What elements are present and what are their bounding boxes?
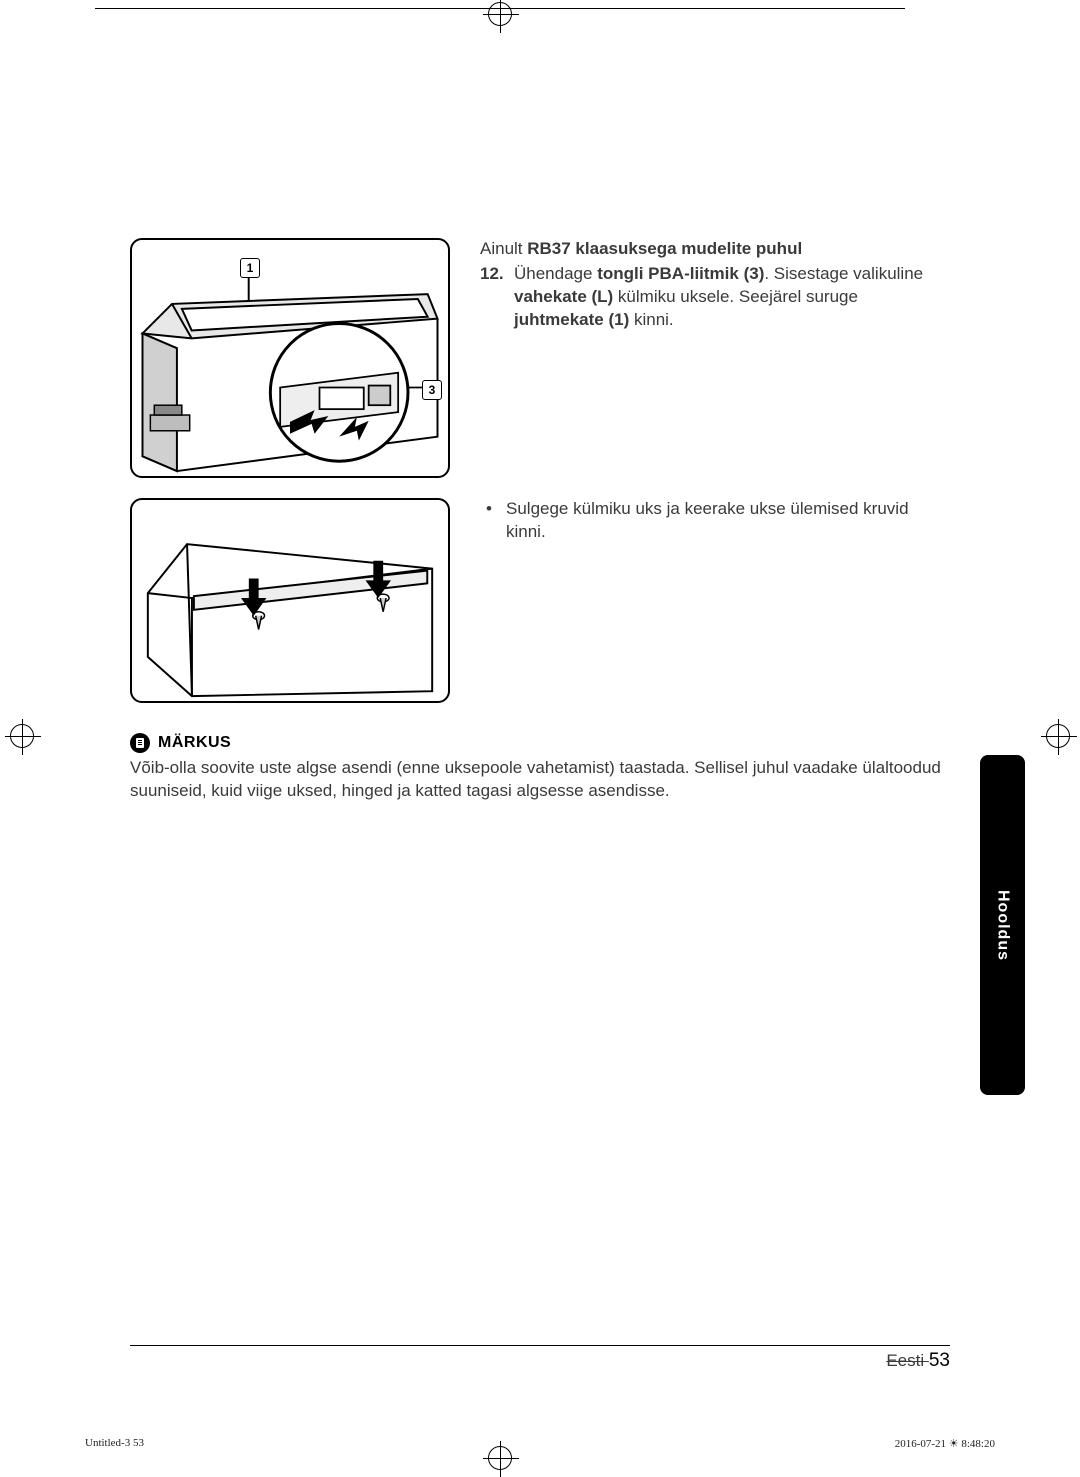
bullet-item: • Sulgege külmiku uks ja keerake ukse ül… bbox=[480, 498, 950, 544]
registration-mark-icon bbox=[1046, 724, 1070, 748]
t: külmiku uksele. Seejärel suruge bbox=[613, 287, 858, 306]
t: tongli PBA-liitmik (3) bbox=[597, 264, 764, 283]
instruction-text-2: • Sulgege külmiku uks ja keerake ukse ül… bbox=[480, 498, 950, 703]
print-metadata: Untitled-3 53 2016-07-21 ☀ 8:48:20 bbox=[85, 1437, 995, 1450]
heading-prefix: Ainult bbox=[480, 239, 527, 258]
note-heading: MÄRKUS bbox=[130, 733, 950, 753]
t: juhtmekate (1) bbox=[514, 310, 629, 329]
model-heading: Ainult RB37 klaasuksega mudelite puhul bbox=[480, 238, 950, 261]
instruction-row-1: 1 3 bbox=[130, 238, 950, 478]
note-icon bbox=[130, 733, 150, 753]
diagram-screws bbox=[130, 498, 450, 703]
registration-mark-icon bbox=[10, 724, 34, 748]
diagram-connector: 1 3 bbox=[130, 238, 450, 478]
note-label: MÄRKUS bbox=[158, 734, 231, 752]
callout-label-1: 1 bbox=[240, 258, 260, 278]
footer-page-number: 53 bbox=[929, 1350, 950, 1371]
section-tab: Hooldus bbox=[980, 755, 1025, 1095]
note-section: MÄRKUS Võib-olla soovite uste algse asen… bbox=[130, 733, 950, 803]
print-meta-right: 2016-07-21 ☀ 8:48:20 bbox=[895, 1437, 995, 1450]
print-meta-left: Untitled-3 53 bbox=[85, 1437, 144, 1450]
page-content: 1 3 bbox=[95, 8, 985, 1432]
heading-bold: RB37 klaasuksega mudelite puhul bbox=[527, 239, 802, 258]
note-body: Võib-olla soovite uste algse asendi (enn… bbox=[130, 757, 950, 803]
t: kinni. bbox=[629, 310, 673, 329]
bullet-dot: • bbox=[480, 498, 498, 544]
step-number: 12. bbox=[480, 263, 508, 332]
bullet-text: Sulgege külmiku uks ja keerake ukse ülem… bbox=[506, 498, 950, 544]
instruction-row-2: • Sulgege külmiku uks ja keerake ukse ül… bbox=[130, 498, 950, 703]
instruction-text-1: Ainult RB37 klaasuksega mudelite puhul 1… bbox=[480, 238, 950, 478]
step-12: 12. Ühendage tongli PBA-liitmik (3). Sis… bbox=[480, 263, 950, 332]
step-body: Ühendage tongli PBA-liitmik (3). Sisesta… bbox=[514, 263, 950, 332]
t: vahekate (L) bbox=[514, 287, 613, 306]
t: Ühendage bbox=[514, 264, 597, 283]
section-tab-label: Hooldus bbox=[994, 890, 1012, 961]
page-footer: Eesti 53 bbox=[130, 1345, 950, 1372]
callout-label-3: 3 bbox=[422, 380, 442, 400]
footer-language: Eesti bbox=[886, 1351, 929, 1370]
t: . Sisestage valikuline bbox=[764, 264, 923, 283]
